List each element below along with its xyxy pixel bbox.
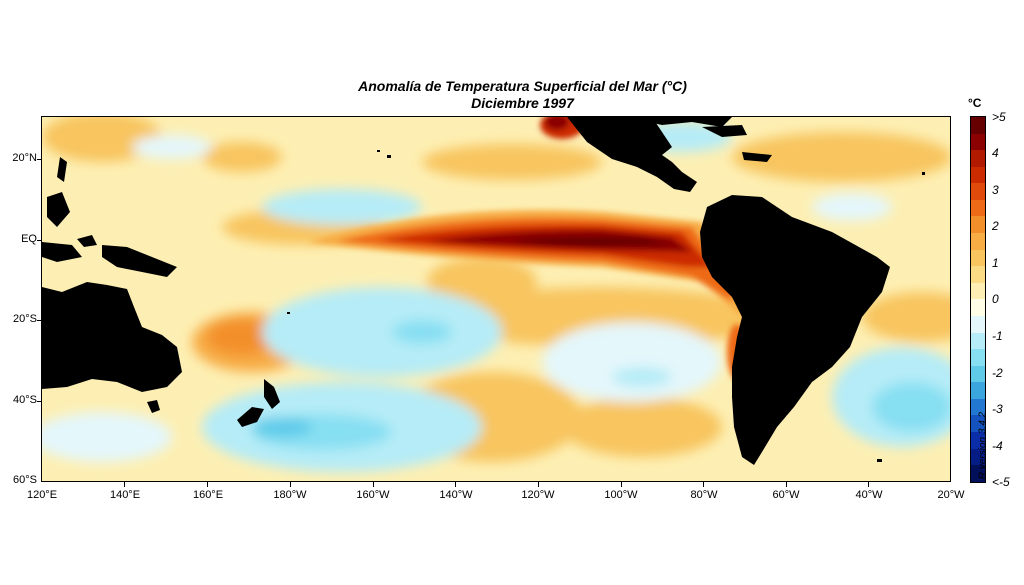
colorbar-segment xyxy=(971,249,985,267)
new-zealand-north xyxy=(264,379,280,409)
colorbar-label: 2 xyxy=(992,219,999,233)
lat-label-40s: 40°S xyxy=(13,394,37,406)
colorbar-segment xyxy=(971,166,985,184)
sst-anomaly-map xyxy=(41,116,951,482)
land-masses xyxy=(42,117,925,465)
lon-label: 80°W xyxy=(690,489,718,501)
tasmania xyxy=(147,400,160,413)
lat-label-20s: 20°S xyxy=(13,313,37,325)
colorbar-segment xyxy=(971,431,985,449)
colorbar-label: -2 xyxy=(992,366,1003,380)
lon-label: 60°W xyxy=(772,489,800,501)
lon-tick xyxy=(373,482,374,487)
anomaly-field xyxy=(42,117,950,472)
colorbar-label: 0 xyxy=(992,292,999,306)
colorbar-segment xyxy=(971,299,985,316)
lon-label: 100°W xyxy=(604,489,638,501)
lon-tick xyxy=(124,482,125,487)
new-zealand-south xyxy=(237,407,264,427)
colorbar-label: -3 xyxy=(992,402,1003,416)
colorbar-segment xyxy=(971,216,985,234)
colorbar-unit: °C xyxy=(968,96,982,110)
lat-tick xyxy=(37,159,41,160)
south-america xyxy=(700,195,890,465)
lon-label: 160°E xyxy=(192,489,224,501)
lon-tick xyxy=(538,482,539,487)
colorbar-segment xyxy=(971,365,985,383)
colorbar-segment xyxy=(971,465,985,482)
colorbar-segment xyxy=(971,415,985,432)
lat-tick xyxy=(37,320,41,321)
central-america xyxy=(567,117,697,192)
map-title: Anomalía de Temperatura Superficial del … xyxy=(0,78,1024,112)
lon-tick xyxy=(703,482,704,487)
lon-label: 180°W xyxy=(273,489,307,501)
lon-label: 120°E xyxy=(26,489,58,501)
map-title-line1: Anomalía de Temperatura Superficial del … xyxy=(358,78,687,94)
el-nino-warm-tongue xyxy=(307,117,747,380)
colorbar-segment xyxy=(971,315,985,333)
lon-label: 20°W xyxy=(937,489,965,501)
map-svg xyxy=(42,117,950,481)
lon-label: 120°W xyxy=(521,489,555,501)
colorbar-label: <-5 xyxy=(992,475,1010,489)
colorbar-segment xyxy=(971,332,985,350)
colorbar-segment xyxy=(971,398,985,416)
lon-tick xyxy=(621,482,622,487)
colorbar-segment xyxy=(971,282,985,300)
r-version-label: R version 3.4.2 xyxy=(977,411,989,480)
colorbar-label: 4 xyxy=(992,146,999,160)
colorbar-label: 3 xyxy=(992,183,999,197)
colorbar-segment xyxy=(971,233,985,250)
colorbar-label: 1 xyxy=(992,256,999,270)
colorbar-segment xyxy=(971,266,985,283)
colorbar xyxy=(970,116,986,483)
colorbar-segment xyxy=(971,117,985,134)
lon-tick xyxy=(786,482,787,487)
lon-tick xyxy=(207,482,208,487)
colorbar-segment xyxy=(971,150,985,167)
colorbar-segment xyxy=(971,133,985,151)
australia xyxy=(42,282,182,392)
lat-label-60s: 60°S xyxy=(13,474,37,486)
colorbar-segment xyxy=(971,349,985,366)
colorbar-segment xyxy=(971,382,985,399)
map-title-line2: Diciembre 1997 xyxy=(471,95,574,111)
colorbar-segment xyxy=(971,183,985,200)
lat-label-20n: 20°N xyxy=(12,152,37,164)
colorbar-label: -4 xyxy=(992,439,1003,453)
lon-tick xyxy=(455,482,456,487)
lon-tick xyxy=(290,482,291,487)
colorbar-segment xyxy=(971,199,985,217)
lat-tick xyxy=(37,240,41,241)
colorbar-label: -1 xyxy=(992,329,1003,343)
new-guinea xyxy=(102,245,177,277)
lon-tick xyxy=(868,482,869,487)
colorbar-segment xyxy=(971,448,985,466)
lon-label: 40°W xyxy=(855,489,883,501)
lon-label: 160°W xyxy=(356,489,390,501)
lat-tick xyxy=(37,401,41,402)
lon-label: 140°W xyxy=(439,489,473,501)
lon-label: 140°E xyxy=(109,489,141,501)
colorbar-label: >5 xyxy=(992,110,1006,124)
lat-label-eq: EQ xyxy=(21,233,37,245)
